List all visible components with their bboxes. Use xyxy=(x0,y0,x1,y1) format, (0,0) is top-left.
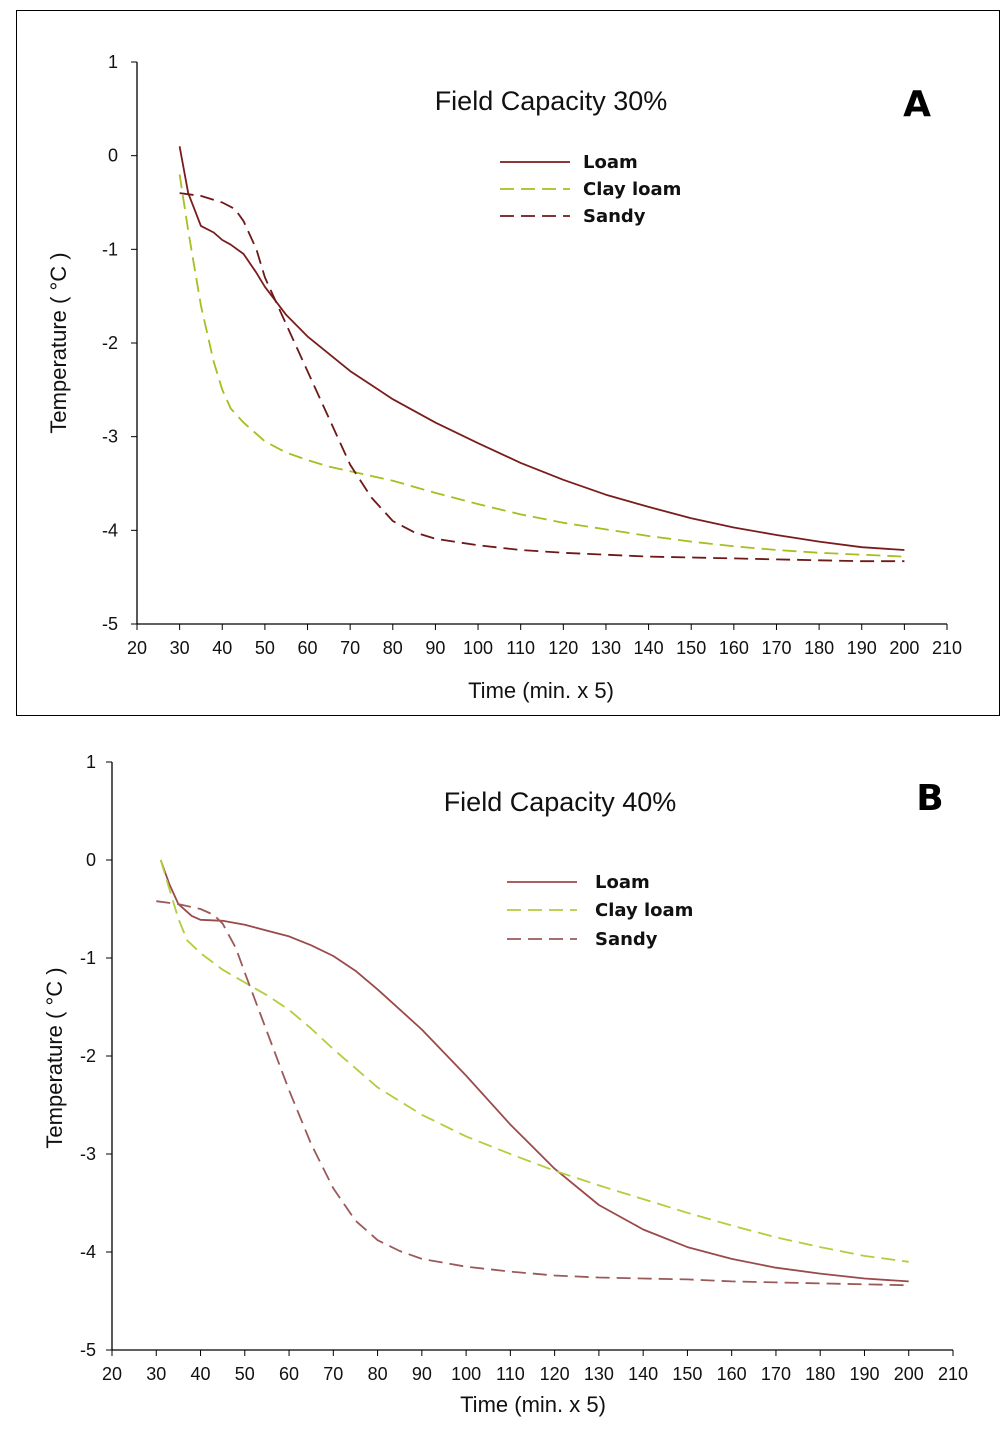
y-tick-label: -4 xyxy=(80,1242,96,1262)
x-tick-label: 40 xyxy=(212,638,232,658)
y-tick-label: 0 xyxy=(108,146,118,166)
y-tick-label: 1 xyxy=(108,52,118,72)
legend-label: Clay loam xyxy=(583,179,681,200)
x-tick-label: 190 xyxy=(849,1364,879,1384)
x-tick-label: 20 xyxy=(127,638,147,658)
x-tick-label: 120 xyxy=(540,1364,570,1384)
x-tick-label: 110 xyxy=(506,638,535,658)
x-tick-label: 130 xyxy=(591,638,621,658)
x-tick-label: 140 xyxy=(628,1364,658,1384)
chart-b-svg: 20 30 40 50 60 70 80 90 100 110 120 130 140 150 160 170… xyxy=(42,752,968,1417)
x-tick-label: 90 xyxy=(412,1364,432,1384)
x-tick-label: 200 xyxy=(894,1364,924,1384)
x-tick-label: 200 xyxy=(889,638,919,658)
y-tick-label: -4 xyxy=(102,520,118,540)
x-tick-label: 40 xyxy=(191,1364,211,1384)
series-line-clay-loam xyxy=(178,174,905,558)
y-tick-label: -2 xyxy=(102,333,118,353)
x-tick-label: 90 xyxy=(425,638,445,658)
x-tick-label: 170 xyxy=(761,1364,791,1384)
x-tick-label: 60 xyxy=(298,638,318,658)
x-tick-label: 100 xyxy=(451,1364,481,1384)
y-tick-label: 0 xyxy=(86,850,96,870)
x-tick-label: 170 xyxy=(761,638,791,658)
series-line-sandy xyxy=(179,192,905,563)
chart-a-svg: 20 30 40 50 60 70 80 90 100 110 120 130 140 150 160 170… xyxy=(46,52,962,703)
x-tick-label: 160 xyxy=(719,638,749,658)
x-tick-label: 60 xyxy=(279,1364,299,1384)
x-tick-label: 100 xyxy=(463,638,493,658)
x-tick-label: 180 xyxy=(805,1364,835,1384)
x-tick-label: 70 xyxy=(340,638,360,658)
x-tick-label: 140 xyxy=(634,638,664,658)
y-tick-label: -3 xyxy=(80,1144,96,1164)
x-tick-label: 30 xyxy=(170,638,190,658)
x-tick-label: 180 xyxy=(804,638,834,658)
y-tick-label: -3 xyxy=(102,427,118,447)
series-line-loam xyxy=(159,859,909,1283)
series-line-clay-loam xyxy=(159,859,909,1263)
x-axis-title: Time (min. x 5) xyxy=(460,1392,606,1417)
x-tick-label: 70 xyxy=(323,1364,343,1384)
x-tick-label: 150 xyxy=(672,1364,702,1384)
panel-a-frame xyxy=(16,10,1000,716)
y-tick-label: -5 xyxy=(102,614,118,634)
x-tick-label: 20 xyxy=(102,1364,122,1384)
legend-label: Loam xyxy=(583,152,638,173)
chart-title: Field Capacity 40% xyxy=(444,787,677,817)
x-tick-label: 80 xyxy=(383,638,403,658)
x-tick-label: 80 xyxy=(368,1364,388,1384)
y-axis-title: Temperature ( °C ) xyxy=(46,252,71,433)
legend-label: Sandy xyxy=(595,929,658,950)
chart-title: Field Capacity 30% xyxy=(435,86,668,116)
series-line-sandy xyxy=(156,900,909,1287)
x-tick-label: 210 xyxy=(932,638,962,658)
legend-label: Loam xyxy=(595,872,650,893)
x-tick-label: 50 xyxy=(235,1364,255,1384)
x-tick-label: 190 xyxy=(847,638,877,658)
x-tick-label: 120 xyxy=(548,638,578,658)
x-tick-label: 150 xyxy=(676,638,706,658)
y-tick-label: 1 xyxy=(86,752,96,772)
x-tick-label: 160 xyxy=(717,1364,747,1384)
x-tick-label: 110 xyxy=(496,1364,525,1384)
y-tick-label: -1 xyxy=(80,948,96,968)
x-tick-label: 210 xyxy=(938,1364,968,1384)
legend-label: Sandy xyxy=(583,206,646,227)
chart-panel-b: 20 30 40 50 60 70 80 90 100 110 120 130 140 150 160 170… xyxy=(0,720,1001,1430)
panel-letter: A xyxy=(903,84,931,125)
chart-panel-a: 20 30 40 50 60 70 80 90 100 110 120 130 140 150 160 170… xyxy=(16,10,1000,716)
series-line-loam xyxy=(178,146,905,551)
y-tick-label: -2 xyxy=(80,1046,96,1066)
y-tick-label: -5 xyxy=(80,1340,96,1360)
x-tick-label: 50 xyxy=(255,638,275,658)
legend-label: Clay loam xyxy=(595,900,693,921)
y-tick-label: -1 xyxy=(102,239,118,259)
panel-letter: B xyxy=(916,778,943,819)
y-axis-title: Temperature ( °C ) xyxy=(42,967,67,1148)
x-axis-title: Time (min. x 5) xyxy=(468,678,614,703)
x-tick-label: 30 xyxy=(146,1364,166,1384)
x-tick-label: 130 xyxy=(584,1364,614,1384)
